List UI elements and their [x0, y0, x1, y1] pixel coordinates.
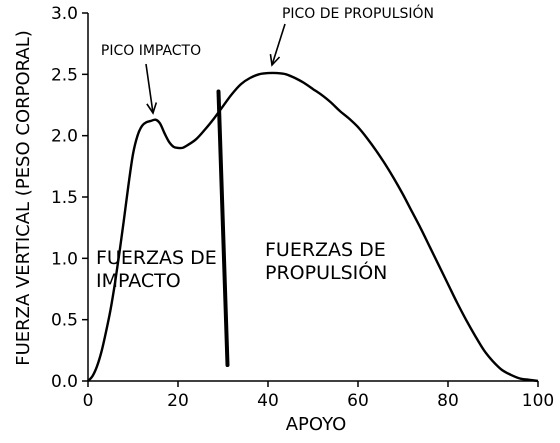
y-tick-label: 3.0 [51, 4, 78, 24]
y-tick-label: 0.0 [51, 372, 78, 392]
annotation-arrow-head [146, 102, 158, 115]
annotation-label: PICO DE PROPULSIÓN [282, 4, 434, 22]
region-label-line: FUERZAS DE [96, 247, 217, 269]
y-tick-label: 0.5 [51, 311, 78, 331]
y-tick-label: 2.5 [51, 65, 78, 85]
annotation-arrow-shaft [271, 23, 286, 66]
x-tick-label: 80 [437, 391, 459, 411]
x-tick-label: 40 [257, 391, 279, 411]
x-tick-label: 100 [522, 391, 554, 411]
x-axis-label: APOYO [286, 414, 347, 435]
region-label-line: IMPACTO [96, 270, 181, 292]
y-tick-label: 2.0 [51, 127, 78, 147]
x-tick-label: 60 [347, 391, 369, 411]
annotation-arrow-head [269, 53, 281, 67]
y-tick-label: 1.5 [51, 188, 78, 208]
axis-ticks: 0.0 0.5 1.0 1.5 2.0 2.5 3.0 0 20 40 60 80 100 [51, 4, 554, 411]
phase-divider-line [216, 89, 230, 368]
y-axis-label: FUERZA VERTICAL (PESO CORPORAL) [13, 30, 34, 366]
x-tick-label: 0 [83, 391, 94, 411]
annotation-arrow-shaft [145, 63, 154, 114]
region-label-line: PROPULSIÓN [265, 260, 387, 284]
y-tick-label: 1.0 [51, 249, 78, 269]
force-curve [87, 71, 539, 383]
region-label-line: FUERZAS DE [265, 239, 386, 261]
series-group [87, 71, 539, 383]
annotations: PICO IMPACTO PICO DE PROPULSIÓN [101, 4, 434, 115]
annotation-label: PICO IMPACTO [101, 43, 201, 59]
x-tick-label: 20 [167, 391, 189, 411]
